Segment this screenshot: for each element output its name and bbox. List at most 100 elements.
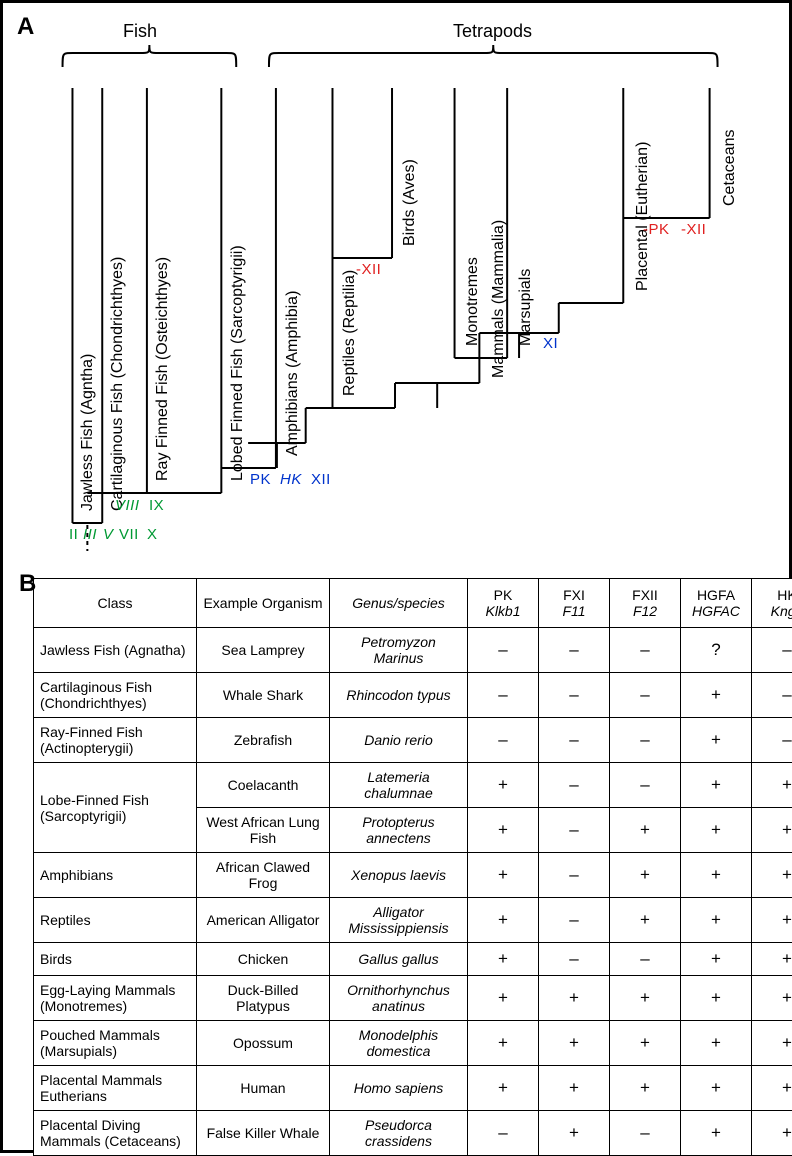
cell-value: + <box>752 1111 792 1156</box>
cell-value: + <box>752 853 792 898</box>
cell-genus: Pseudorca crassidens <box>330 1111 468 1156</box>
cell-organism: African Clawed Frog <box>197 853 330 898</box>
cell-value: + <box>752 943 792 976</box>
cell-value: + <box>681 853 752 898</box>
tree-annotation: -XII <box>681 221 706 238</box>
cell-class: Placental Diving Mammals (Cetaceans) <box>34 1111 197 1156</box>
cell-value: + <box>681 718 752 763</box>
cell-genus: Rhincodon typus <box>330 673 468 718</box>
cell-value: + <box>681 673 752 718</box>
cell-class: Cartilaginous Fish (Chondrichthyes) <box>34 673 197 718</box>
cell-value: + <box>610 976 681 1021</box>
cell-organism: Sea Lamprey <box>197 628 330 673</box>
branch-label-mammals: Mammals (Mammalia) <box>490 220 508 378</box>
cell-value: – <box>468 1111 539 1156</box>
cell-genus: Latemeria chalumnae <box>330 763 468 808</box>
cell-value: + <box>681 898 752 943</box>
cell-class: Lobe-Finned Fish (Sarcoptyrigii) <box>34 763 197 853</box>
cell-organism: Whale Shark <box>197 673 330 718</box>
cell-value: + <box>539 1021 610 1066</box>
cell-value: + <box>752 898 792 943</box>
cell-value: + <box>681 1111 752 1156</box>
cell-value: – <box>539 763 610 808</box>
cell-genus: Homo sapiens <box>330 1066 468 1111</box>
cell-value: + <box>468 808 539 853</box>
cell-organism: Human <box>197 1066 330 1111</box>
table-row: Placental Diving Mammals (Cetaceans)Fals… <box>34 1111 792 1156</box>
cell-value: + <box>539 1066 610 1111</box>
tree-annotation: X <box>147 526 158 543</box>
cell-organism: Zebrafish <box>197 718 330 763</box>
cell-organism: Chicken <box>197 943 330 976</box>
cell-value: + <box>610 898 681 943</box>
cell-value: – <box>539 628 610 673</box>
cell-value: – <box>752 628 792 673</box>
cell-value: + <box>752 976 792 1021</box>
tree-annotation: III <box>83 526 97 543</box>
branch-label: Lobed Finned Fish (Sarcoptyrigii) <box>229 245 247 481</box>
cell-value: – <box>610 673 681 718</box>
cell-class: Amphibians <box>34 853 197 898</box>
tree-annotation: PK <box>250 471 271 488</box>
cell-organism: West African Lung Fish <box>197 808 330 853</box>
cell-value: ? <box>681 628 752 673</box>
cell-genus: Danio rerio <box>330 718 468 763</box>
cell-value: – <box>468 628 539 673</box>
tree-annotation: VIII <box>115 497 140 514</box>
cell-value: + <box>681 943 752 976</box>
table-row: Ray-Finned Fish (Actinopterygii)Zebrafis… <box>34 718 792 763</box>
branch-label: Cartilaginous Fish (Chondrichthyes) <box>109 257 127 511</box>
gene-presence-table: ClassExample OrganismGenus/speciesPKKlkb… <box>33 578 792 1156</box>
cell-genus: Petromyzon Marinus <box>330 628 468 673</box>
cell-value: – <box>539 808 610 853</box>
cell-value: + <box>752 1066 792 1111</box>
cell-value: – <box>610 1111 681 1156</box>
tree-annotation: XI <box>543 335 558 352</box>
cell-value: – <box>610 628 681 673</box>
cell-value: + <box>610 1066 681 1111</box>
column-header: FXIF11 <box>539 579 610 628</box>
column-header: HKKng1 <box>752 579 792 628</box>
tree-annotation: V <box>103 526 114 543</box>
tree-annotation: XII <box>311 471 331 488</box>
cell-value: + <box>468 1066 539 1111</box>
column-header: HGFAHGFAC <box>681 579 752 628</box>
cell-value: – <box>539 673 610 718</box>
column-header: Class <box>34 579 197 628</box>
cell-value: + <box>681 1021 752 1066</box>
cell-class: Jawless Fish (Agnatha) <box>34 628 197 673</box>
cell-genus: Gallus gallus <box>330 943 468 976</box>
table-row: Lobe-Finned Fish (Sarcoptyrigii)Coelacan… <box>34 763 792 808</box>
branch-label: Cetaceans <box>721 130 739 207</box>
cell-value: – <box>539 898 610 943</box>
cell-class: Ray-Finned Fish (Actinopterygii) <box>34 718 197 763</box>
cell-organism: American Alligator <box>197 898 330 943</box>
table-row: BirdsChickenGallus gallus+––++ <box>34 943 792 976</box>
cell-value: + <box>610 808 681 853</box>
cell-genus: Protopterus annectens <box>330 808 468 853</box>
cell-value: + <box>681 976 752 1021</box>
table-row: Cartilaginous Fish (Chondrichthyes)Whale… <box>34 673 792 718</box>
panel-b-label: B <box>19 570 36 598</box>
cell-value: + <box>468 976 539 1021</box>
cell-value: + <box>610 1021 681 1066</box>
branch-label: Amphibians (Amphibia) <box>284 291 302 456</box>
branch-label: Monotremes <box>464 257 482 346</box>
table-row: Jawless Fish (Agnatha)Sea LampreyPetromy… <box>34 628 792 673</box>
cell-organism: Opossum <box>197 1021 330 1066</box>
cell-value: + <box>468 943 539 976</box>
column-header: Example Organism <box>197 579 330 628</box>
table-head: ClassExample OrganismGenus/speciesPKKlkb… <box>34 579 792 628</box>
cell-value: + <box>752 808 792 853</box>
table-row: Pouched Mammals (Marsupials)OpossumMonod… <box>34 1021 792 1066</box>
cell-value: + <box>610 853 681 898</box>
cell-organism: Duck-Billed Platypus <box>197 976 330 1021</box>
tree-annotation: VII <box>119 526 139 543</box>
cell-class: Egg-Laying Mammals (Monotremes) <box>34 976 197 1021</box>
cell-genus: Alligator Mississippiensis <box>330 898 468 943</box>
cell-class: Reptiles <box>34 898 197 943</box>
panel-b: B ClassExample OrganismGenus/speciesPKKl… <box>33 578 759 1156</box>
cell-value: + <box>681 808 752 853</box>
panel-a: A Fish Tetrapods Jawless Fish (Agntha)Ca… <box>3 3 789 573</box>
tree-annotation: II <box>69 526 78 543</box>
